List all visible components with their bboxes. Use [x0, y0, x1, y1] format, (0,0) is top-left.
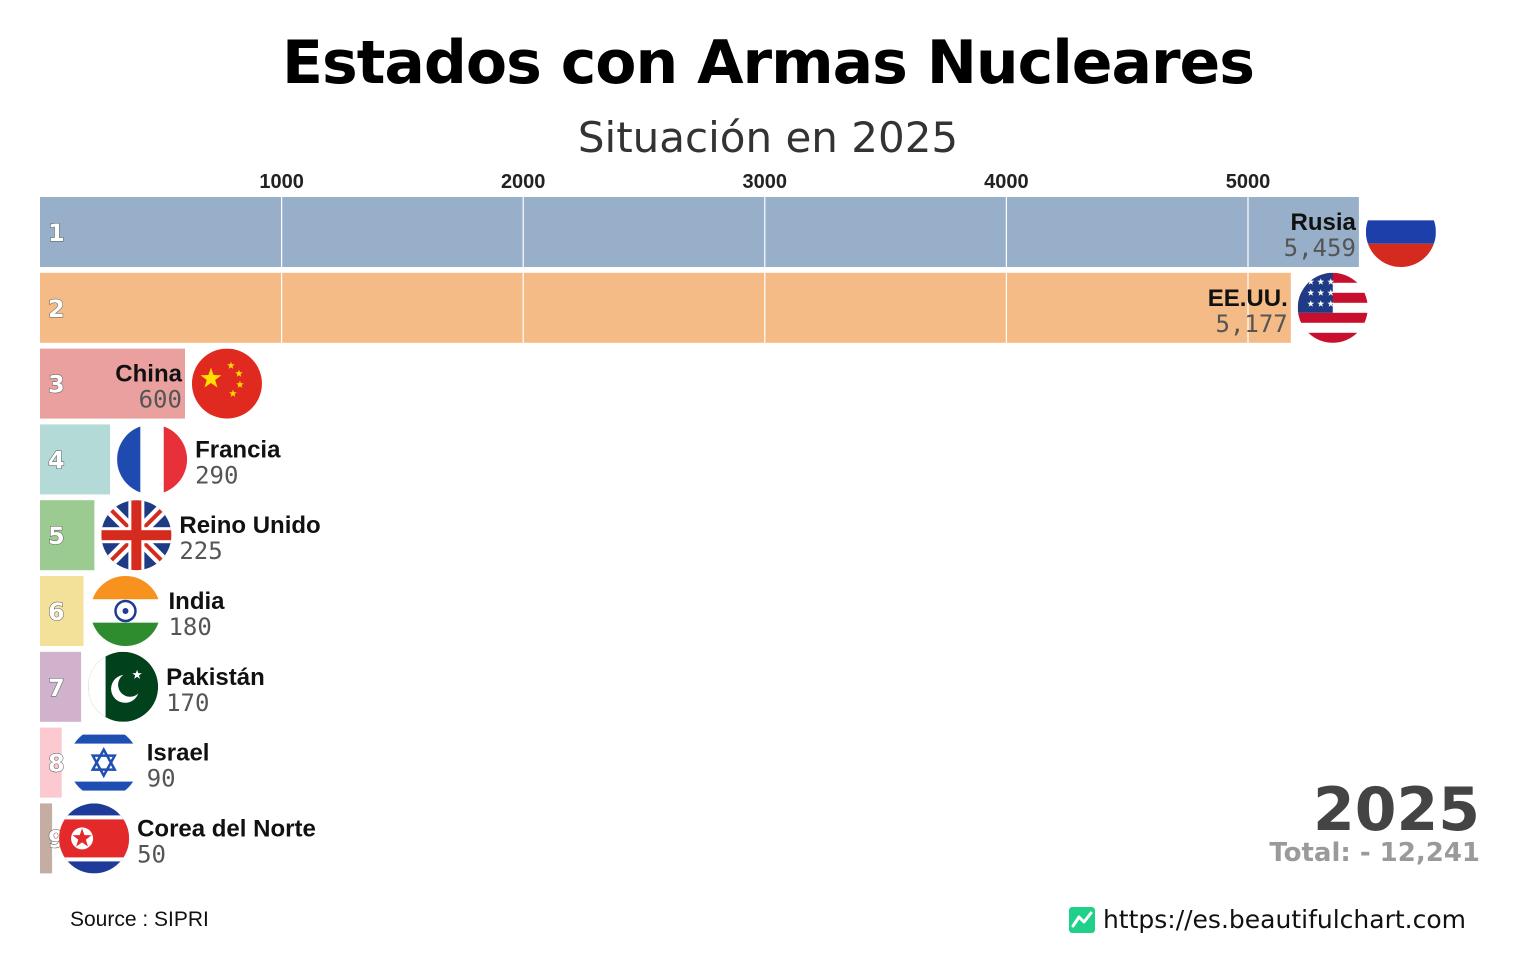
bar-china: [40, 348, 185, 419]
india-flag-icon: [90, 576, 161, 646]
value-label-india: 180: [168, 613, 211, 641]
chart-subtitle: Situación en 2025: [577, 113, 959, 162]
total-label: Total: - 12,241: [1269, 838, 1480, 868]
source-label: Source : SIPRI: [70, 908, 209, 931]
value-label-china: 600: [139, 386, 182, 414]
bar-pakist-n: [40, 651, 82, 722]
value-label-francia: 290: [195, 461, 238, 489]
value-label-ee-uu-: 5,177: [1216, 310, 1288, 338]
rank-label: 5: [48, 522, 65, 550]
bar-rusia: [40, 197, 1359, 267]
x-tick-label: 4000: [984, 171, 1029, 193]
value-label-pakist-n: 170: [166, 689, 209, 717]
bar-ee-uu-: [40, 272, 1291, 343]
north-korea-flag-icon: [59, 803, 130, 874]
bar-india: [40, 576, 84, 646]
rank-label: 2: [48, 295, 65, 323]
bar-reino-unido: [40, 500, 95, 571]
country-name-ee-uu-: EE.UU.: [1208, 285, 1288, 312]
website-link[interactable]: https://es.beautifulchart.com: [1068, 905, 1466, 934]
country-name-corea-del-norte: Corea del Norte: [137, 815, 316, 842]
value-label-corea-del-norte: 50: [137, 840, 166, 868]
x-tick-label: 3000: [743, 171, 788, 193]
country-name-israel: Israel: [147, 740, 210, 767]
bar-francia: [40, 424, 111, 495]
france-flag-icon: [117, 424, 188, 495]
value-label-rusia: 5,459: [1284, 234, 1356, 262]
bar-israel: [40, 727, 62, 798]
country-name-india: India: [168, 588, 225, 615]
rank-label: 6: [48, 598, 65, 626]
website-url[interactable]: https://es.beautifulchart.com: [1102, 905, 1466, 934]
china-flag-icon: [191, 348, 262, 419]
value-label-reino-unido: 225: [179, 537, 222, 565]
value-label-israel: 90: [147, 765, 176, 793]
country-name-francia: Francia: [195, 436, 281, 463]
rank-label: 8: [48, 750, 65, 778]
bars-group: [40, 197, 1359, 874]
year-label: 2025: [1313, 775, 1480, 845]
rank-label: 7: [48, 674, 65, 702]
israel-flag-icon: [68, 727, 139, 798]
rank-label: 3: [48, 371, 65, 399]
country-name-rusia: Rusia: [1291, 209, 1357, 236]
uk-flag-icon: [101, 500, 172, 571]
russia-flag-icon: [1365, 197, 1436, 267]
country-name-reino-unido: Reino Unido: [179, 512, 320, 539]
x-tick-label: 1000: [259, 171, 304, 193]
gridlines-group: [281, 197, 1249, 343]
rank-label: 1: [48, 219, 65, 247]
usa-flag-icon: [1297, 272, 1368, 343]
chart-logo-icon: [1068, 906, 1095, 933]
x-tick-label: 5000: [1226, 171, 1271, 193]
chart-title: Estados con Armas Nucleares: [282, 28, 1255, 98]
country-name-china: China: [115, 361, 182, 388]
country-name-pakist-n: Pakistán: [166, 664, 265, 691]
rank-label: 4: [48, 446, 65, 474]
bar-corea-del-norte: [40, 803, 53, 874]
pakistan-flag-icon: [88, 651, 159, 722]
x-tick-label: 2000: [501, 171, 546, 193]
